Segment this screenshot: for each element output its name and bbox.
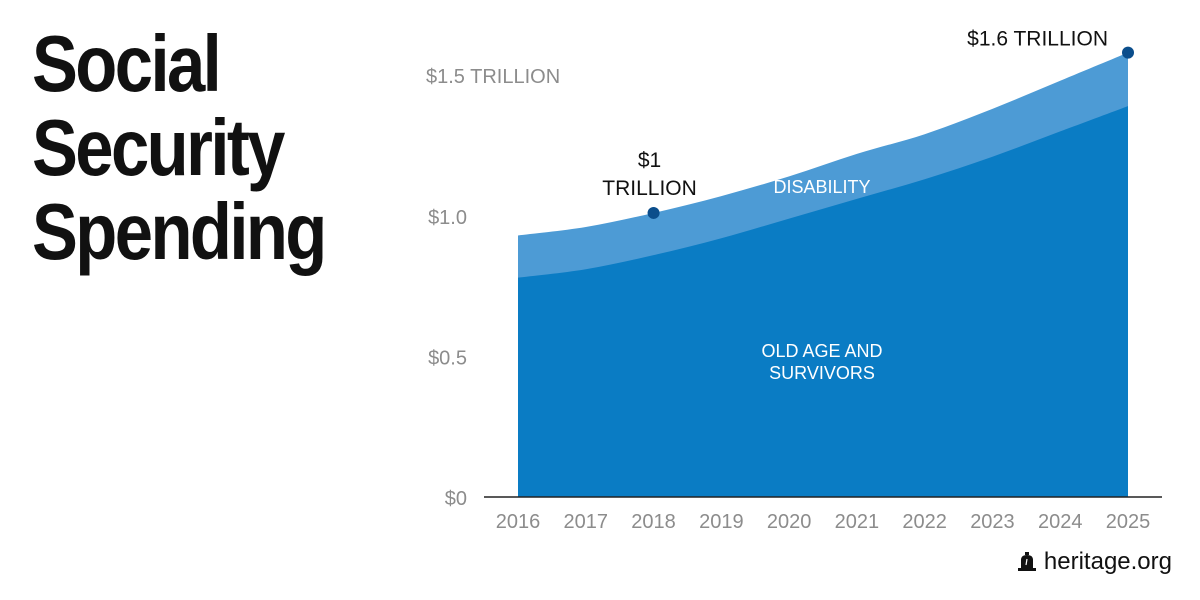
- old-age-label: OLD AGE AND: [761, 341, 882, 361]
- liberty-bell-icon: [1017, 552, 1036, 571]
- x-tick-label: 2017: [564, 511, 609, 533]
- annotation-label: $1.6 TRILLION: [967, 28, 1108, 51]
- old-age-label: SURVIVORS: [769, 363, 875, 383]
- y-tick-label: $0: [445, 488, 467, 510]
- y-tick-label: $1.5 TRILLION: [426, 66, 560, 88]
- y-tick-label: $0.5: [428, 347, 467, 369]
- x-tick-label: 2023: [970, 511, 1015, 533]
- source-branding: heritage.org: [1016, 548, 1172, 576]
- x-tick-label: 2025: [1106, 511, 1151, 533]
- x-tick-label: 2019: [699, 511, 744, 533]
- brand-text: heritage.org: [1043, 548, 1172, 575]
- disability-label: DISABILITY: [773, 177, 870, 197]
- title-line: Spending: [32, 187, 327, 276]
- x-tick-label: 2018: [631, 511, 676, 533]
- title-line: Social: [32, 19, 222, 108]
- data-point-marker: [1122, 46, 1134, 59]
- chart-title: Social Security Spending: [32, 19, 327, 276]
- annotation-label: TRILLION: [602, 177, 697, 200]
- x-tick-label: 2021: [835, 511, 880, 533]
- x-tick-label: 2020: [767, 511, 812, 533]
- x-tick-label: 2024: [1038, 511, 1083, 533]
- x-tick-label: 2016: [496, 511, 541, 533]
- x-tick-label: 2022: [902, 511, 947, 533]
- data-point-marker: [647, 206, 660, 219]
- y-tick-label: $1.0: [428, 207, 467, 229]
- annotation-label: $1: [638, 149, 661, 172]
- old-age-area: [518, 106, 1128, 497]
- title-line: Security: [32, 103, 285, 192]
